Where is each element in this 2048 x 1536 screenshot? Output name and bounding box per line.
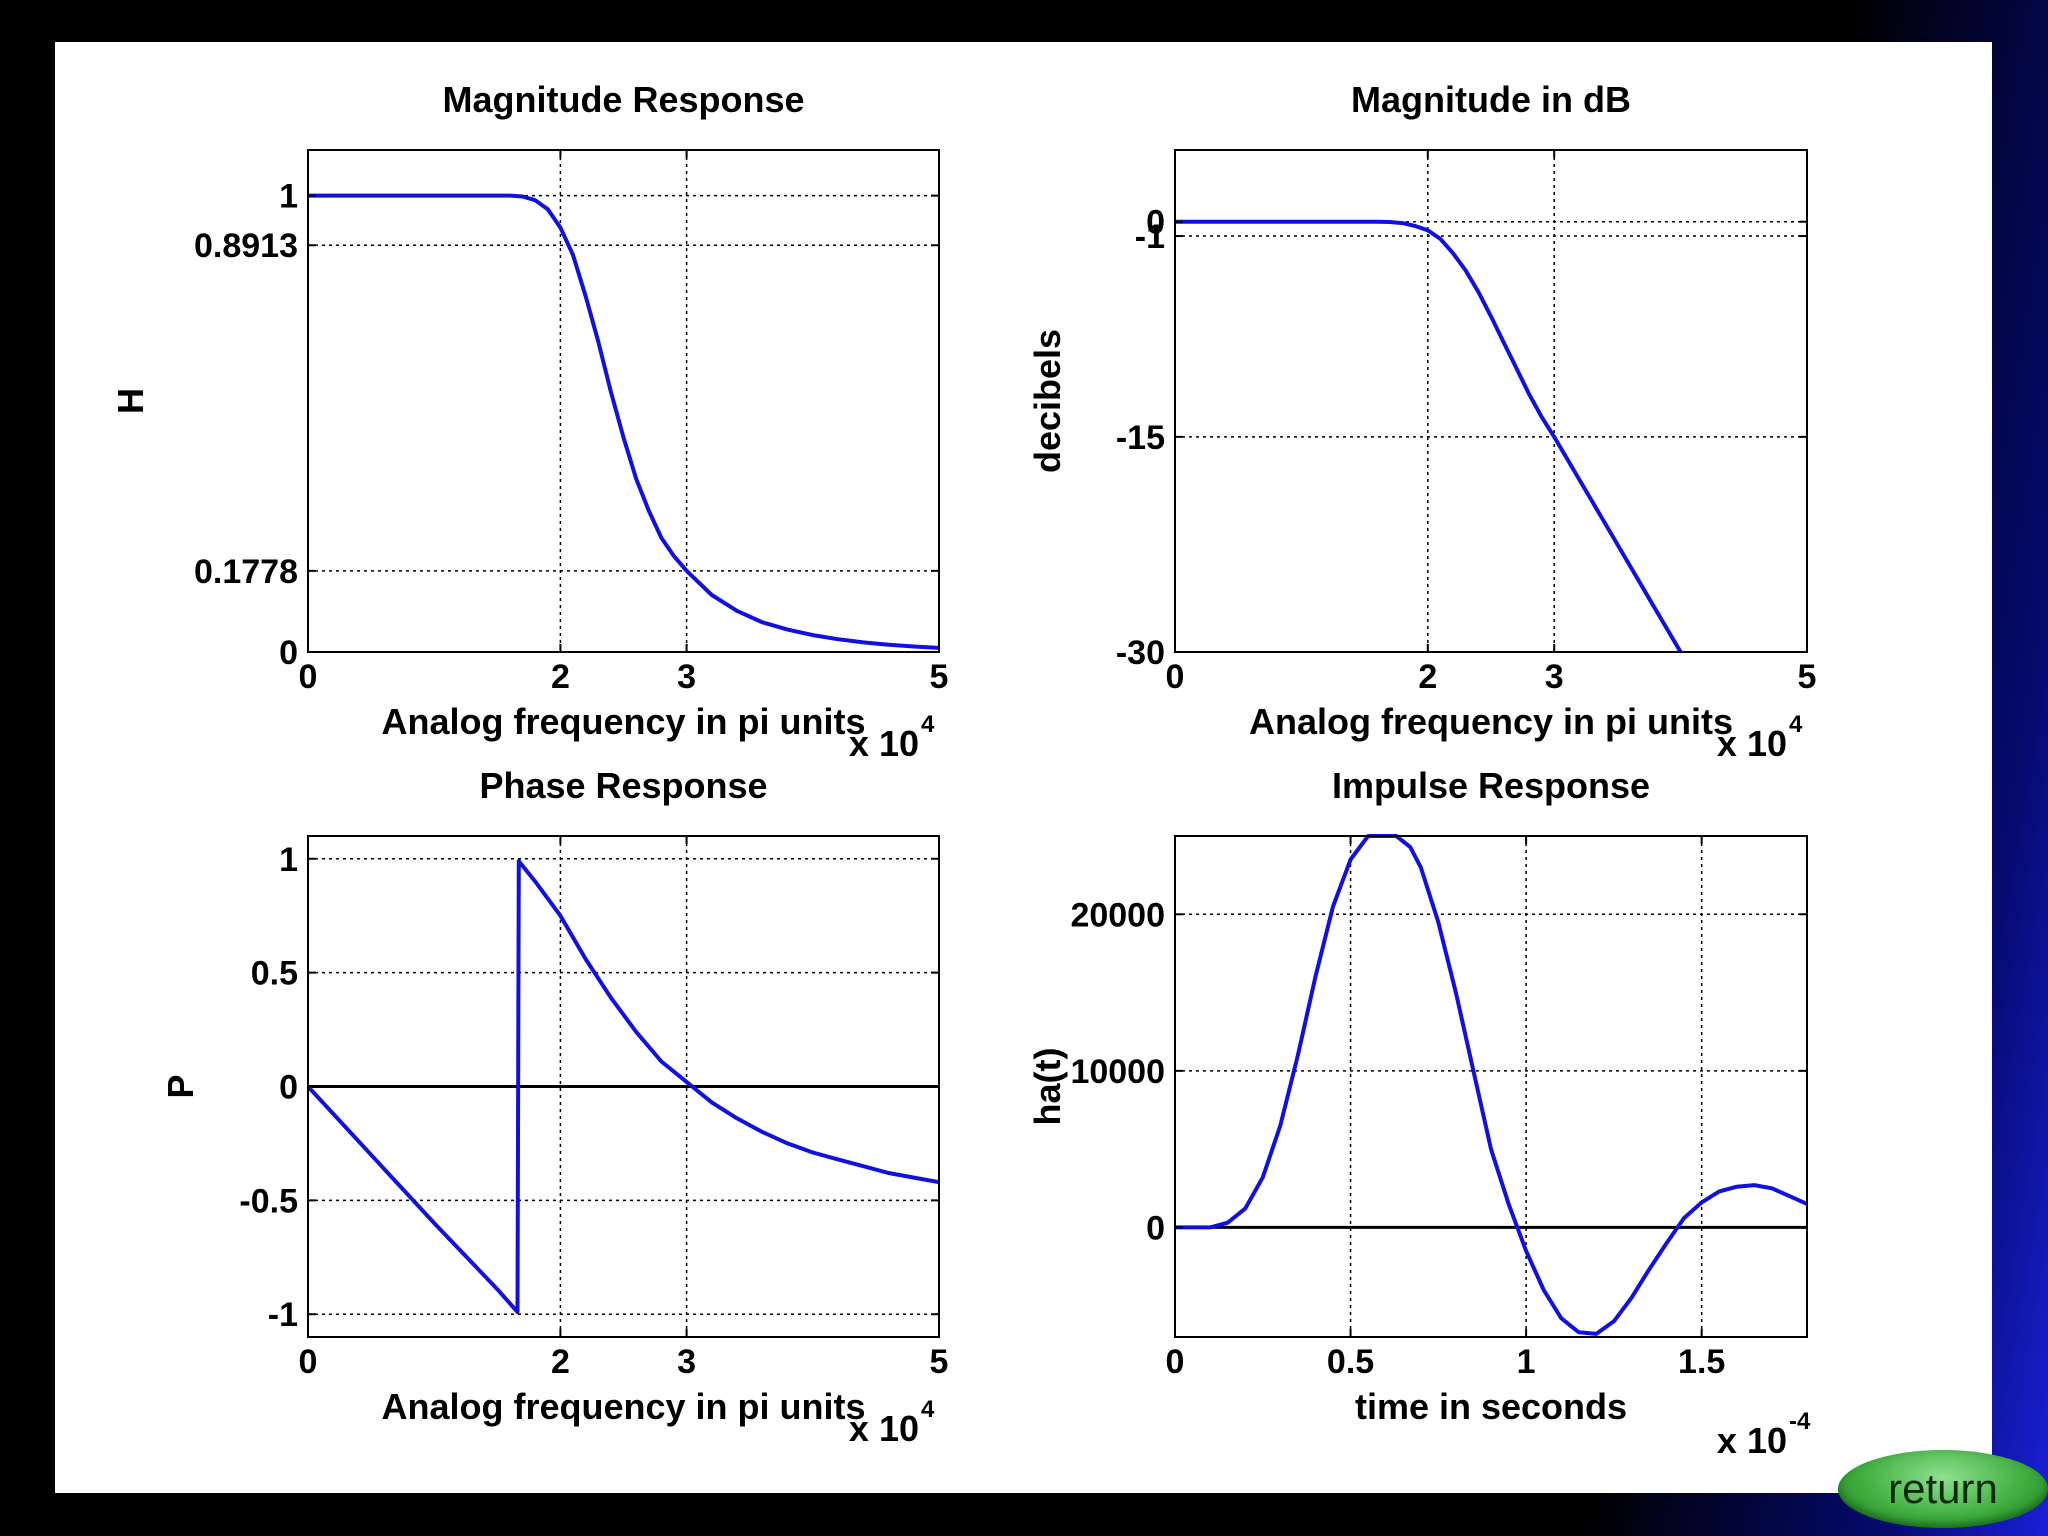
x-multiplier: x 10: [1717, 723, 1787, 764]
x-tick-label: 5: [930, 658, 949, 696]
y-tick-label: -1: [1135, 218, 1165, 256]
series-line: [1175, 219, 1683, 654]
x-multiplier-exponent: -4: [1789, 1408, 1811, 1435]
y-tick-label: -15: [1116, 419, 1165, 457]
x-multiplier-exponent: 4: [921, 1396, 935, 1423]
x-axis-label: Analog frequency in pi units: [1249, 701, 1733, 742]
x-multiplier-exponent: 4: [921, 711, 935, 738]
chart-4: 0 0.5 1 1.5 0 10000 20000 Impulse Response time …: [1027, 765, 1811, 1461]
plot-frame: [307, 149, 940, 653]
y-axis-label: decibels: [1027, 329, 1068, 473]
x-tick-label: 5: [930, 1343, 949, 1381]
chart-title: Impulse Response: [1332, 765, 1650, 806]
x-tick-label: 0: [1166, 1343, 1185, 1381]
y-axis-label: H: [110, 388, 151, 414]
x-axis-label: time in seconds: [1355, 1386, 1627, 1427]
x-tick-label: 1.5: [1678, 1343, 1725, 1381]
x-tick-label: 2: [551, 658, 570, 696]
series-line: [308, 193, 940, 650]
y-tick-label: -30: [1116, 634, 1165, 672]
x-tick-label: 5: [1798, 658, 1817, 696]
x-tick-label: 3: [677, 1343, 696, 1381]
y-tick-label: 0: [279, 634, 298, 672]
x-axis-label: Analog frequency in pi units: [381, 1386, 865, 1427]
y-tick-label: 0: [279, 1069, 298, 1107]
return-button[interactable]: return: [1838, 1450, 2048, 1528]
y-axis-label: P: [160, 1074, 201, 1098]
chart-title: Phase Response: [479, 765, 767, 806]
x-tick-label: 2: [1418, 658, 1437, 696]
x-tick-label: 0: [1166, 658, 1185, 696]
series-line: [306, 859, 940, 1314]
y-tick-label: -0.5: [239, 1182, 298, 1220]
y-tick-label: 1: [279, 841, 298, 879]
figure: 0 2 3 5 0 0.1778 0.8913 1 Magnitude Response Anal…: [110, 79, 1816, 1461]
y-tick-label: -1: [268, 1296, 298, 1334]
y-tick-label: 10000: [1070, 1053, 1165, 1091]
plot-frame: [1174, 835, 1808, 1338]
x-axis-label: Analog frequency in pi units: [381, 701, 865, 742]
x-multiplier: x 10: [849, 723, 919, 764]
plot-frame: [1174, 149, 1808, 653]
y-tick-label: 1: [279, 178, 298, 216]
series-line: [1175, 834, 1808, 1336]
x-tick-label: 0: [299, 658, 318, 696]
y-axis-label: ha(t): [1027, 1048, 1068, 1126]
chart-1: 0 2 3 5 0 0.1778 0.8913 1 Magnitude Response Anal…: [110, 79, 948, 764]
x-tick-label: 3: [1545, 658, 1564, 696]
x-multiplier: x 10: [849, 1408, 919, 1449]
x-multiplier: x 10: [1717, 1420, 1787, 1461]
y-tick-label: 0: [1146, 204, 1165, 242]
x-tick-label: 0.5: [1327, 1343, 1374, 1381]
chart-title: Magnitude in dB: [1351, 79, 1631, 120]
x-tick-label: 1: [1517, 1343, 1536, 1381]
y-tick-label: 0.1778: [194, 553, 298, 591]
x-multiplier-exponent: 4: [1789, 711, 1803, 738]
chart-3: 0 2 3 5 -1 -0.5 0 0.5 1 Phase Response Analog freq…: [160, 765, 948, 1449]
x-tick-label: 0: [299, 1343, 318, 1381]
y-tick-label: 0.5: [251, 955, 298, 993]
x-tick-label: 2: [551, 1343, 570, 1381]
chart-title: Magnitude Response: [442, 79, 804, 120]
x-tick-label: 3: [677, 658, 696, 696]
y-tick-label: 20000: [1070, 896, 1165, 934]
y-tick-label: 0.8913: [194, 227, 298, 265]
slide-panel: [55, 42, 1992, 1493]
y-tick-label: 0: [1146, 1209, 1165, 1247]
